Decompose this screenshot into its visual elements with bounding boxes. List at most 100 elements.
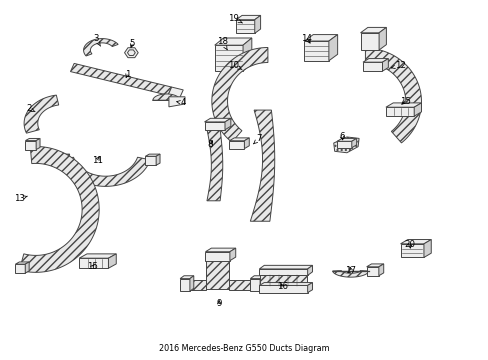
Polygon shape — [25, 262, 29, 273]
Text: 6: 6 — [339, 132, 344, 141]
Text: 9: 9 — [216, 299, 222, 308]
Polygon shape — [229, 138, 249, 141]
Text: 7: 7 — [253, 134, 262, 144]
Text: 15: 15 — [87, 262, 98, 271]
Polygon shape — [336, 138, 356, 141]
Text: 3: 3 — [93, 34, 101, 46]
Text: 10: 10 — [228, 61, 242, 70]
Polygon shape — [360, 33, 378, 50]
Polygon shape — [214, 45, 243, 71]
Polygon shape — [156, 154, 160, 165]
Polygon shape — [127, 50, 135, 55]
Polygon shape — [400, 239, 430, 244]
Polygon shape — [108, 254, 116, 268]
Polygon shape — [250, 279, 260, 291]
Polygon shape — [362, 62, 382, 71]
Polygon shape — [16, 264, 25, 273]
Polygon shape — [229, 141, 244, 149]
Polygon shape — [365, 48, 421, 143]
Polygon shape — [79, 258, 108, 268]
Polygon shape — [145, 156, 156, 165]
Text: 4: 4 — [176, 98, 186, 107]
Polygon shape — [304, 35, 337, 41]
Polygon shape — [413, 103, 421, 116]
Text: 19: 19 — [228, 14, 242, 23]
Polygon shape — [400, 244, 423, 257]
Polygon shape — [236, 15, 260, 20]
Polygon shape — [70, 63, 171, 95]
Polygon shape — [25, 141, 36, 149]
Polygon shape — [83, 39, 118, 56]
Polygon shape — [259, 269, 307, 275]
Polygon shape — [214, 38, 251, 45]
Polygon shape — [180, 279, 189, 291]
Polygon shape — [244, 138, 249, 149]
Polygon shape — [153, 94, 180, 100]
Polygon shape — [260, 275, 306, 286]
Polygon shape — [307, 265, 312, 275]
Text: 18: 18 — [217, 37, 227, 50]
Text: 12: 12 — [390, 61, 405, 70]
Text: 14: 14 — [301, 34, 312, 43]
Polygon shape — [254, 15, 260, 33]
Text: 15: 15 — [399, 96, 410, 105]
Text: 13: 13 — [14, 194, 27, 203]
Polygon shape — [260, 276, 264, 291]
Polygon shape — [16, 262, 29, 264]
Polygon shape — [36, 139, 40, 149]
Polygon shape — [236, 20, 254, 33]
Polygon shape — [204, 122, 224, 130]
Polygon shape — [259, 285, 307, 293]
Polygon shape — [250, 110, 274, 221]
Polygon shape — [378, 264, 383, 276]
Text: 8: 8 — [207, 140, 213, 149]
Polygon shape — [24, 95, 59, 133]
Polygon shape — [65, 154, 69, 165]
Polygon shape — [360, 27, 386, 33]
Polygon shape — [304, 41, 328, 61]
Polygon shape — [57, 154, 69, 156]
Polygon shape — [180, 276, 193, 279]
Text: 1: 1 — [124, 70, 130, 79]
Polygon shape — [25, 139, 40, 141]
Polygon shape — [211, 48, 267, 142]
Polygon shape — [168, 87, 183, 98]
Text: 2016 Mercedes-Benz G550 Ducts Diagram: 2016 Mercedes-Benz G550 Ducts Diagram — [159, 344, 329, 353]
Polygon shape — [204, 118, 230, 122]
Polygon shape — [336, 141, 351, 148]
Text: 2: 2 — [26, 104, 35, 113]
Polygon shape — [385, 103, 421, 107]
Polygon shape — [378, 27, 386, 50]
Polygon shape — [362, 59, 387, 62]
Polygon shape — [57, 156, 65, 165]
Polygon shape — [183, 280, 206, 291]
Text: 17: 17 — [345, 266, 356, 275]
Polygon shape — [205, 248, 235, 252]
Polygon shape — [124, 48, 138, 58]
Polygon shape — [205, 252, 229, 261]
Polygon shape — [228, 280, 253, 291]
Text: 20: 20 — [404, 240, 415, 249]
Polygon shape — [61, 157, 150, 186]
Polygon shape — [79, 254, 116, 258]
Polygon shape — [206, 257, 228, 289]
Text: 16: 16 — [277, 282, 287, 291]
Polygon shape — [224, 118, 230, 130]
Polygon shape — [366, 267, 378, 276]
Polygon shape — [189, 276, 193, 291]
Polygon shape — [307, 283, 312, 293]
Polygon shape — [20, 147, 99, 273]
Polygon shape — [168, 97, 184, 107]
Polygon shape — [328, 35, 337, 61]
Polygon shape — [333, 137, 358, 153]
Polygon shape — [385, 107, 413, 116]
Polygon shape — [206, 129, 223, 201]
Polygon shape — [243, 38, 251, 71]
Polygon shape — [259, 265, 312, 269]
Polygon shape — [229, 248, 235, 261]
Polygon shape — [145, 154, 160, 156]
Text: 5: 5 — [129, 39, 135, 48]
Text: 11: 11 — [92, 156, 102, 165]
Polygon shape — [366, 264, 383, 267]
Polygon shape — [259, 283, 312, 285]
